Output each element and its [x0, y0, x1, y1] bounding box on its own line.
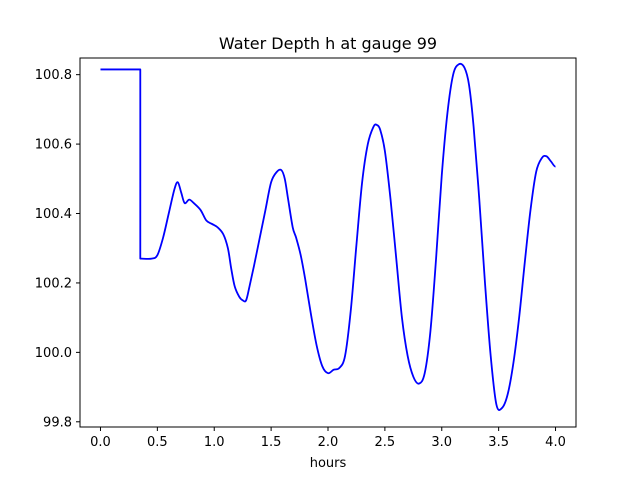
y-tick-label: 100.6 [35, 138, 72, 153]
x-tick-label: 1.0 [204, 435, 225, 450]
y-tick-label: 100.0 [35, 346, 72, 361]
x-tick-label: 2.0 [318, 435, 339, 450]
y-axis: 99.8 100.0 100.2 100.4 100.6 100.8 [35, 68, 80, 430]
x-tick-label: 1.5 [261, 435, 282, 450]
plot-area [80, 58, 576, 427]
y-tick-label: 100.4 [35, 207, 72, 222]
plot-frame [79, 57, 577, 428]
series-line-water-depth [100, 62, 556, 411]
x-axis-label: hours [310, 456, 347, 471]
y-tick-label: 100.8 [35, 68, 72, 83]
x-tick-label: 0.0 [90, 435, 111, 450]
chart-title: Water Depth h at gauge 99 [219, 34, 437, 53]
y-tick-label: 99.8 [43, 415, 72, 430]
x-tick-label: 0.5 [147, 435, 168, 450]
y-tick-label: 100.2 [35, 276, 72, 291]
x-tick-label: 4.0 [545, 435, 566, 450]
x-tick-label: 3.5 [488, 435, 509, 450]
x-axis: 0.0 0.5 1.0 1.5 2.0 2.5 3.0 3.5 4.0 [90, 427, 566, 450]
x-tick-label: 2.5 [375, 435, 396, 450]
x-tick-label: 3.0 [431, 435, 452, 450]
